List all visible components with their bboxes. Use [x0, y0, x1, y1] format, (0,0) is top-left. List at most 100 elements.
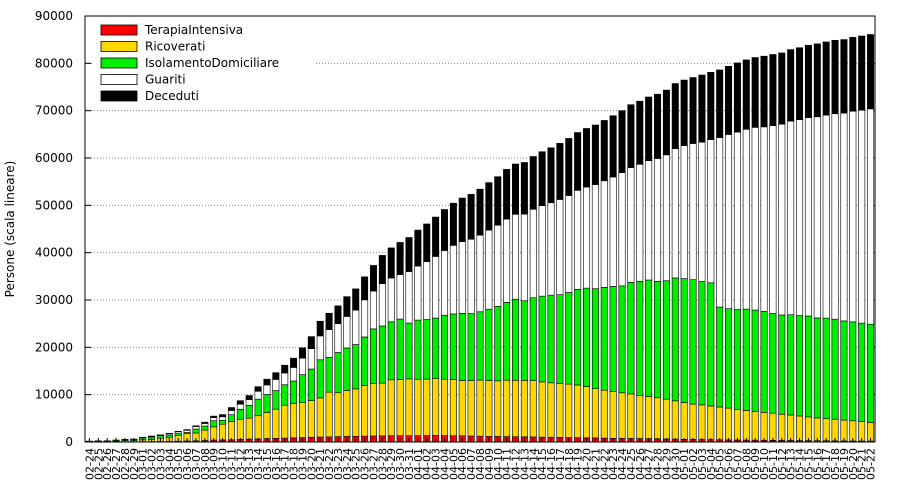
bar-segment — [680, 402, 688, 440]
x-tick-label: 03-06 — [181, 448, 194, 480]
x-tick-label: 03-15 — [261, 448, 274, 480]
x-tick-label: 04-05 — [447, 448, 460, 480]
bar-segment — [210, 420, 218, 428]
x-tick-label: 03-30 — [394, 448, 407, 480]
legend-label: TerapiaIntensiva — [144, 23, 243, 37]
x-tick-label: 02-26 — [101, 448, 114, 480]
bar-segment — [716, 69, 724, 138]
bar-segment — [636, 100, 644, 165]
bar-segment — [503, 218, 511, 303]
bar-segment — [529, 208, 537, 299]
y-tick-label: 10000 — [35, 388, 73, 402]
bar-segment — [414, 319, 422, 380]
bar-segment — [565, 383, 573, 438]
bar-segment — [467, 380, 475, 437]
bar-segment — [627, 393, 635, 439]
x-tick-label: 04-29 — [660, 448, 673, 480]
bar-segment — [378, 382, 386, 437]
x-tick-label: 05-02 — [687, 448, 700, 480]
bar-segment — [671, 83, 679, 150]
y-axis-label: Persone (scala lineare) — [3, 161, 17, 298]
bar-segment — [760, 55, 768, 128]
x-tick-label: 04-11 — [501, 448, 514, 480]
bar-segment — [840, 112, 848, 322]
bar-segment — [343, 316, 351, 349]
bar-segment — [600, 287, 608, 391]
bar-segment — [716, 406, 724, 441]
bar-segment — [609, 286, 617, 392]
x-tick-label: 04-26 — [634, 448, 647, 480]
bar-segment — [183, 429, 191, 433]
x-tick-label: 03-23 — [332, 448, 345, 480]
bar-segment — [245, 399, 253, 406]
bar-segment — [325, 357, 333, 393]
bar-segment — [387, 321, 395, 381]
x-tick-label: 03-14 — [252, 448, 265, 480]
bar-segment — [334, 323, 342, 353]
bar-segment — [529, 297, 537, 381]
bar-segment — [547, 147, 555, 204]
bar-segment — [440, 209, 448, 251]
y-tick-label: 70000 — [35, 104, 73, 118]
bar-segment — [858, 109, 866, 324]
bar-segment — [254, 415, 262, 440]
x-tick-label: 03-19 — [296, 448, 309, 480]
bar-segment — [325, 391, 333, 438]
bar-segment — [378, 255, 386, 284]
x-tick-label: 03-25 — [350, 448, 363, 480]
bar-segment — [751, 127, 759, 311]
bar-segment — [210, 417, 218, 422]
bar-segment — [813, 417, 821, 442]
x-tick-label: 02-27 — [110, 448, 123, 480]
bar-segment — [707, 405, 715, 440]
bar-segment — [512, 298, 520, 381]
bar-segment — [449, 313, 457, 380]
bar-segment — [494, 380, 502, 437]
bar-segment — [440, 378, 448, 436]
x-tick-label: 04-19 — [572, 448, 585, 480]
bar-segment — [387, 379, 395, 437]
bar-segment — [689, 279, 697, 405]
bar-segment — [520, 213, 528, 302]
bar-segment — [387, 277, 395, 323]
bar-segment — [671, 277, 679, 402]
legend-label: Deceduti — [145, 89, 199, 103]
x-tick-label: 05-16 — [811, 448, 824, 480]
bar-segment — [352, 288, 360, 311]
bar-segment — [494, 306, 502, 382]
x-tick-label: 03-12 — [234, 448, 247, 480]
bar-segment — [174, 433, 182, 436]
x-tick-label: 02-29 — [128, 448, 141, 480]
bar-segment — [796, 47, 804, 120]
bar-segment — [227, 410, 235, 416]
bar-segment — [325, 312, 333, 330]
x-tick-label: 04-21 — [589, 448, 602, 480]
bar-segment — [636, 395, 644, 439]
bar-segment — [618, 110, 626, 174]
x-tick-label: 03-09 — [208, 448, 221, 480]
bar-segment — [849, 110, 857, 323]
bar-segment — [796, 119, 804, 316]
bar-segment — [591, 388, 599, 439]
x-tick-label: 04-03 — [430, 448, 443, 480]
bar-segment — [272, 372, 280, 380]
x-tick-label: 04-13 — [518, 448, 531, 480]
bar-segment — [689, 143, 697, 280]
bar-segment — [396, 318, 404, 380]
bar-segment — [307, 368, 315, 401]
bar-segment — [432, 378, 440, 436]
bar-segment — [547, 294, 555, 384]
bar-segment — [733, 62, 741, 133]
x-tick-label: 05-21 — [856, 448, 869, 480]
bar-segment — [219, 423, 227, 441]
bar-segment — [716, 137, 724, 308]
bar-segment — [485, 182, 493, 231]
bar-segment — [574, 190, 582, 290]
bar-segment — [627, 104, 635, 168]
x-tick-label: 04-14 — [527, 448, 540, 480]
bar-segment — [467, 313, 475, 381]
bar-segment — [565, 292, 573, 385]
bar-segment — [529, 156, 537, 210]
legend-swatch — [100, 41, 138, 52]
